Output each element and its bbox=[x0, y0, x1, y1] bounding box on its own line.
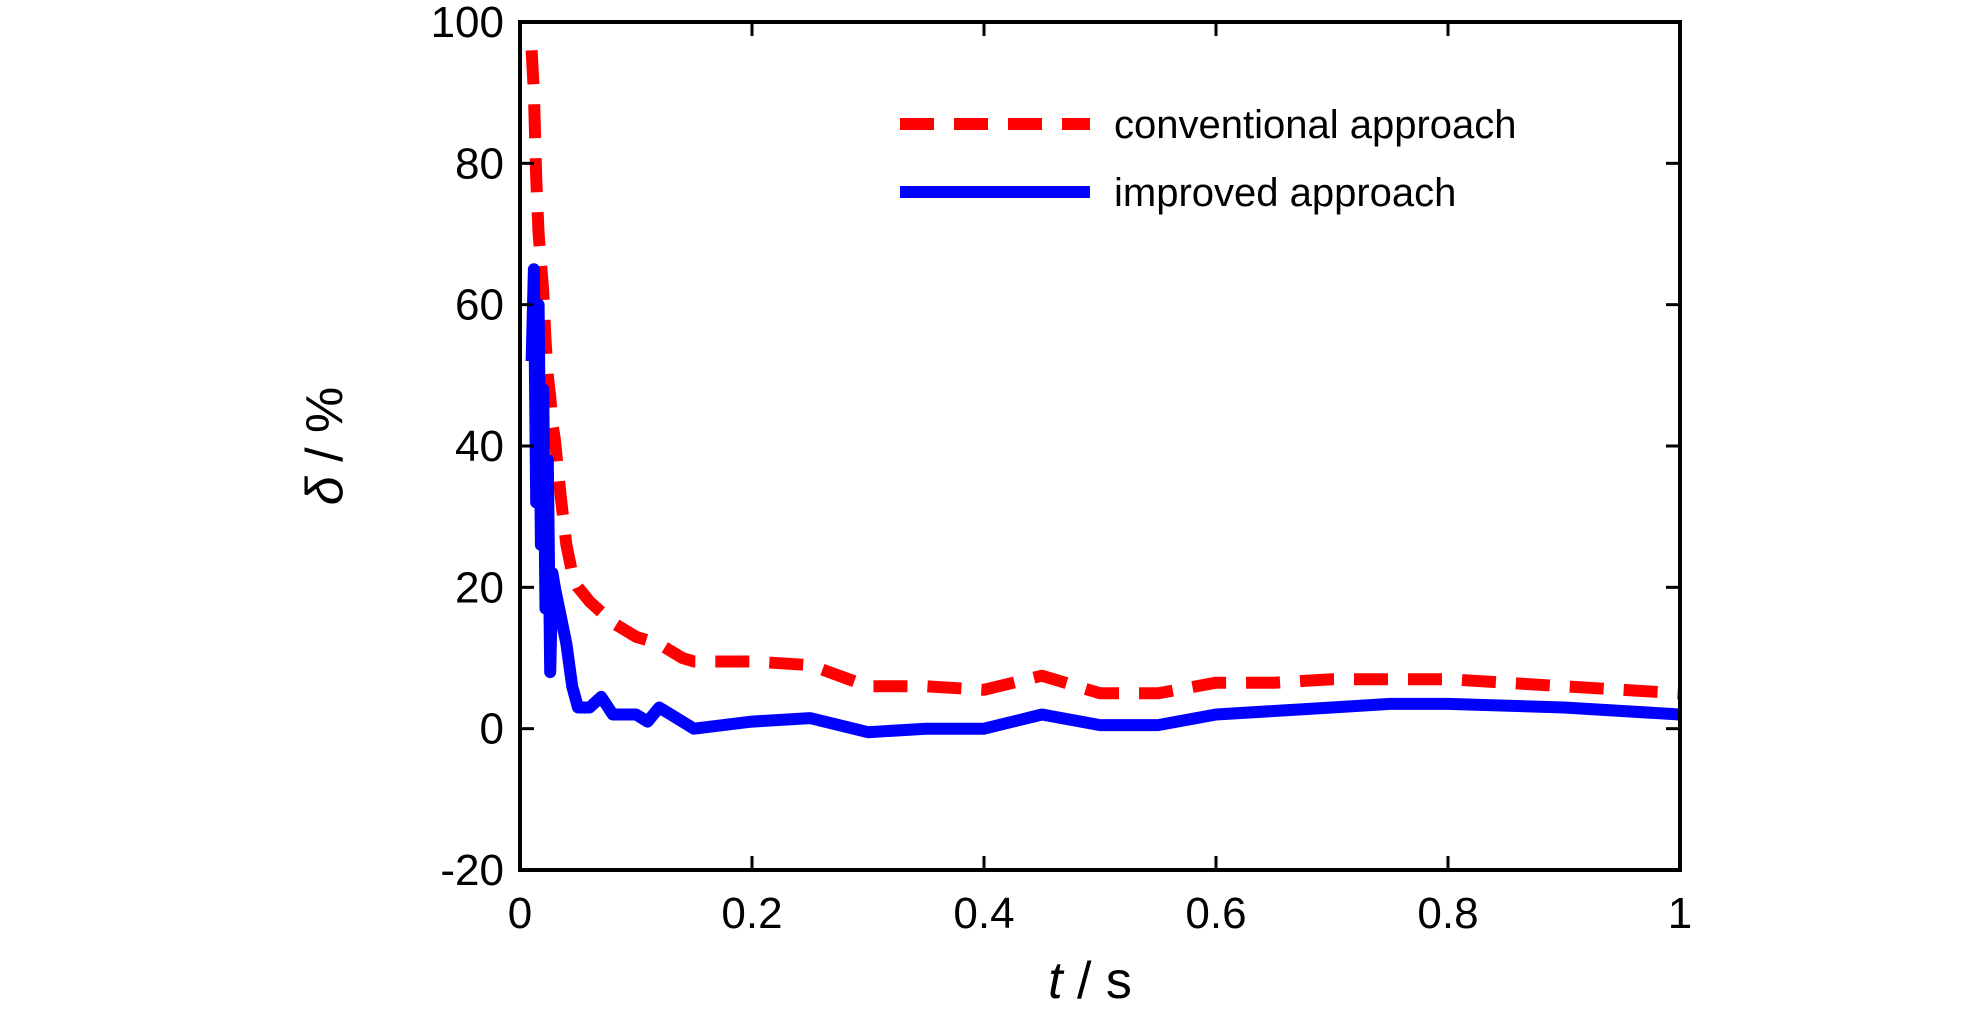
legend: conventional approach improved approach bbox=[900, 103, 1517, 215]
y-tick-label: 0 bbox=[480, 705, 504, 754]
y-tick-label: 60 bbox=[455, 281, 504, 330]
series-line-1 bbox=[525, 49, 1681, 700]
series-line-2 bbox=[525, 263, 1681, 739]
x-tick-label: 0.6 bbox=[1185, 889, 1246, 938]
x-axis-variable: t bbox=[1048, 952, 1065, 1010]
x-tick-label: 0.2 bbox=[721, 889, 782, 938]
y-tick-label: 100 bbox=[431, 0, 504, 47]
legend-label-1: conventional approach bbox=[1114, 103, 1517, 147]
x-tick-label: 0.8 bbox=[1417, 889, 1478, 938]
y-tick-label: 80 bbox=[455, 139, 504, 188]
x-axis-label: t / s bbox=[1048, 952, 1132, 1010]
y-axis-variable: δ bbox=[296, 475, 354, 505]
y-tick-label: -20 bbox=[440, 846, 504, 895]
x-axis-unit: / s bbox=[1063, 952, 1132, 1010]
y-tick-label: 40 bbox=[455, 422, 504, 471]
y-axis-label: δ / % bbox=[296, 387, 354, 505]
legend-label-2: improved approach bbox=[1114, 171, 1456, 215]
x-tick-label: 1 bbox=[1668, 889, 1692, 938]
plot-frame bbox=[518, 20, 1682, 872]
series-layer bbox=[525, 49, 1681, 739]
y-tick-label: 20 bbox=[455, 563, 504, 612]
x-tick-label: 0.4 bbox=[953, 889, 1014, 938]
y-axis-unit: / % bbox=[296, 387, 354, 477]
x-tick-label: 0 bbox=[508, 889, 532, 938]
